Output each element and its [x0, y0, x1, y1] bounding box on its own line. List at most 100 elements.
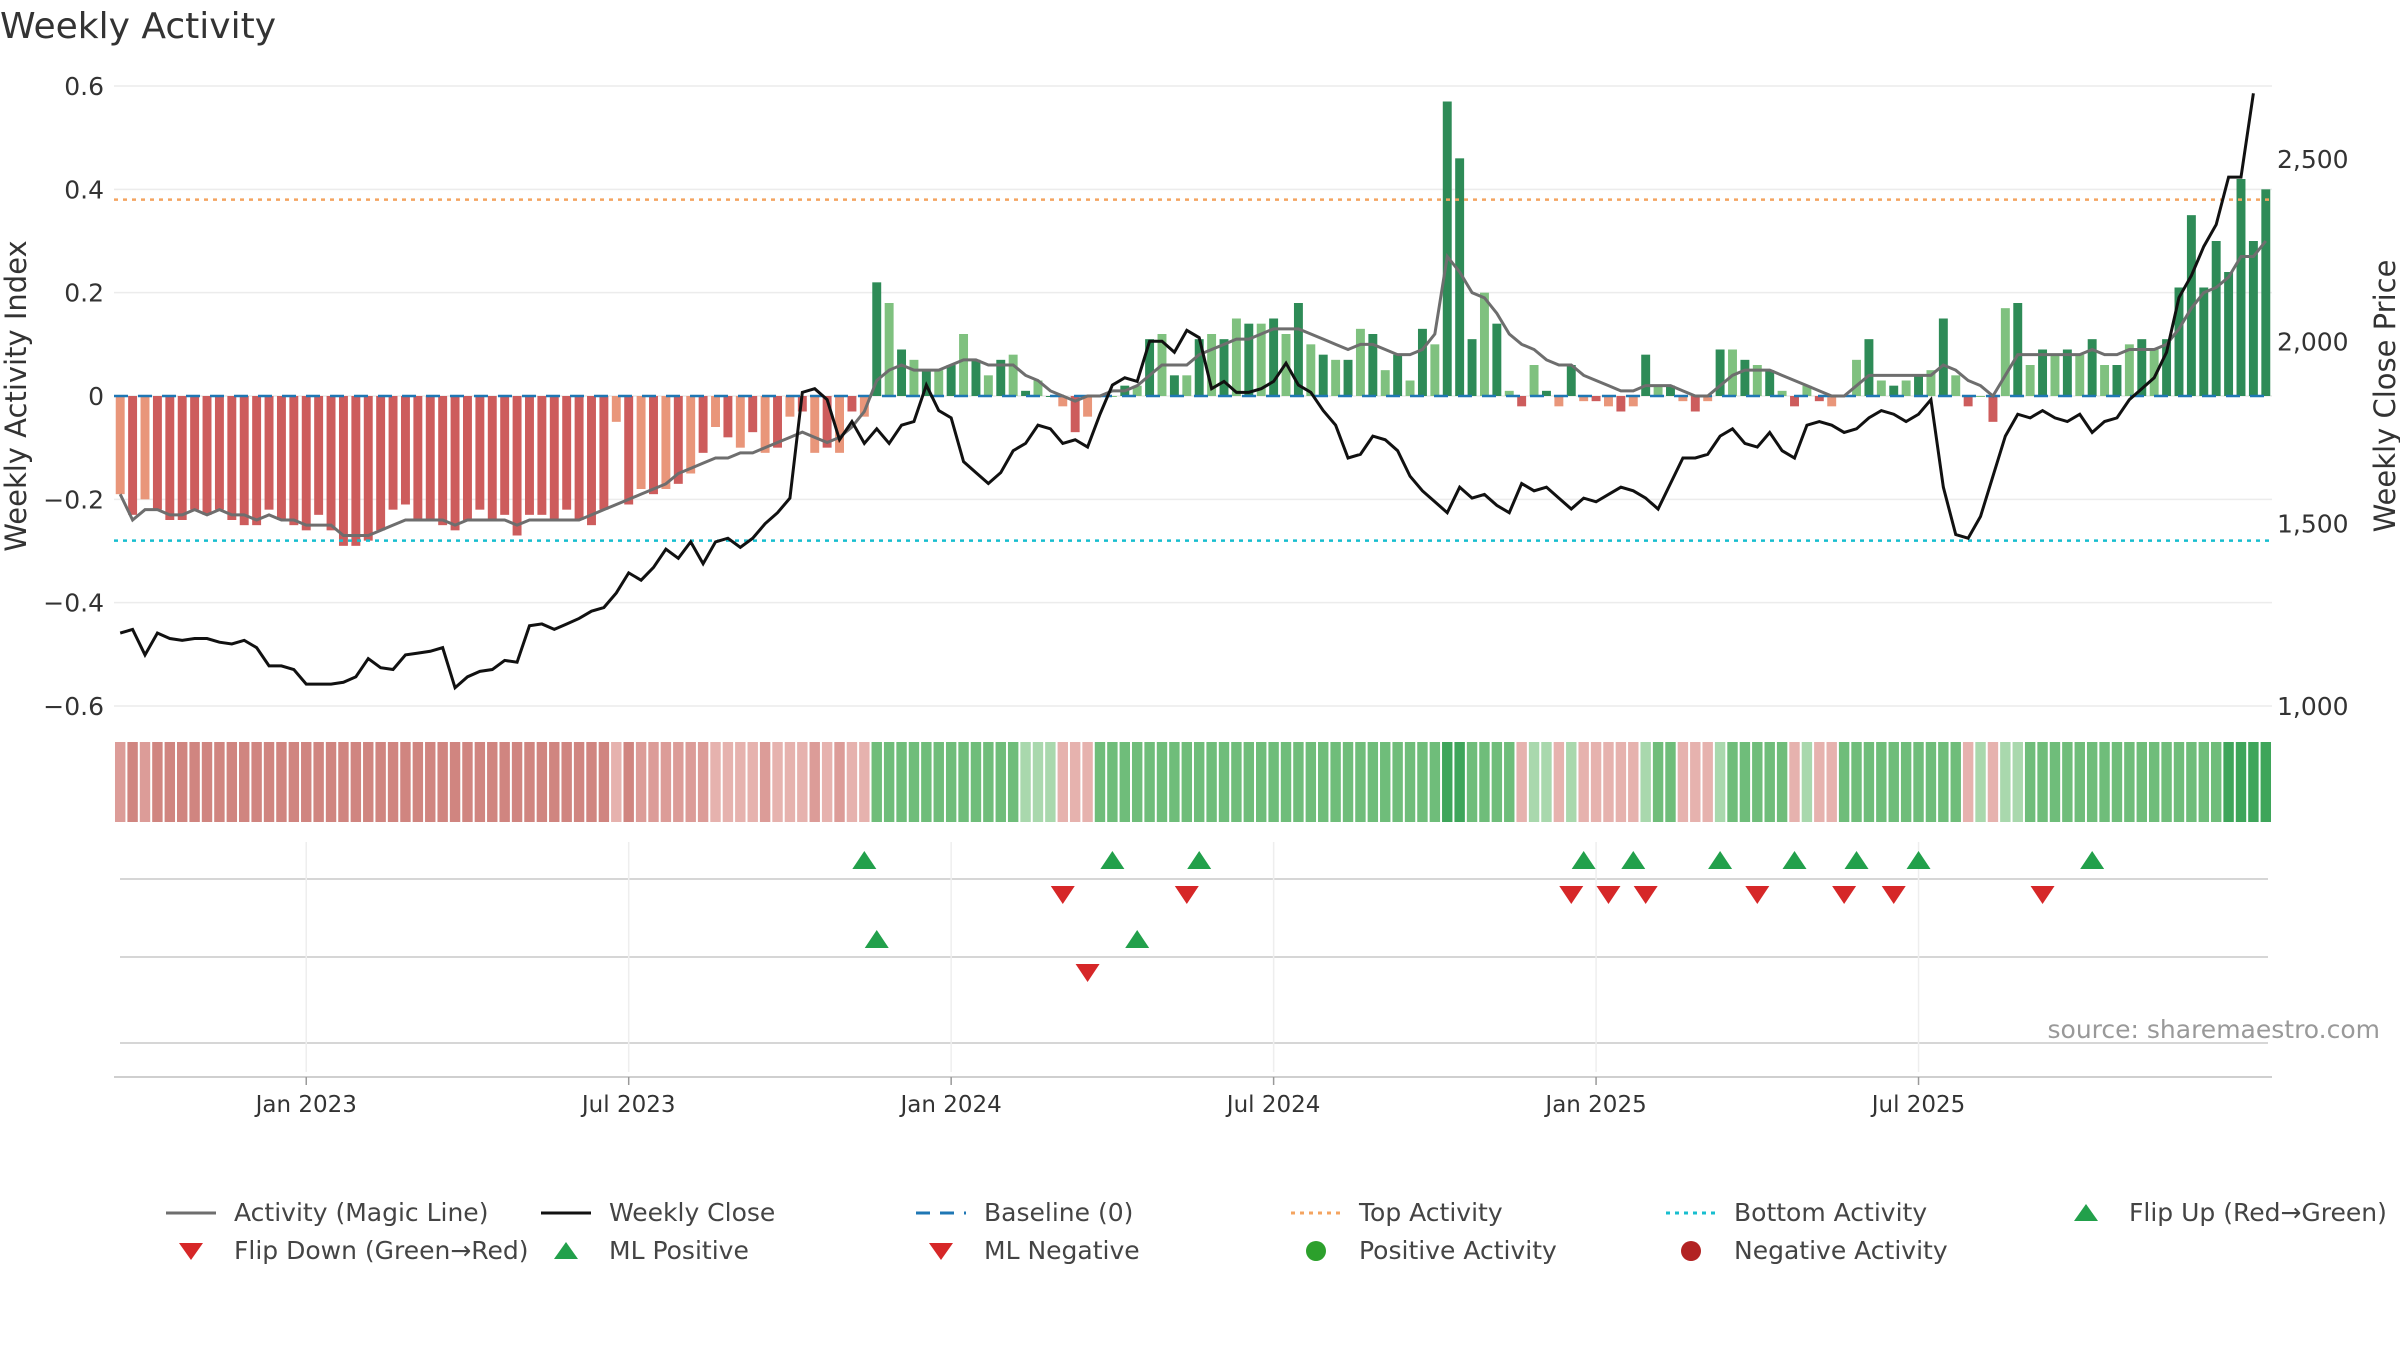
flip-up-marker [2080, 851, 2105, 869]
activity-bar [946, 365, 956, 396]
ribbon-cell [425, 742, 436, 822]
activity-bar [1107, 396, 1117, 397]
activity-bar [128, 396, 138, 515]
activity-bar [2075, 354, 2085, 396]
ribbon-cell [2210, 742, 2222, 822]
legend-symbol-icon [2074, 1203, 2098, 1221]
activity-bar [2211, 241, 2221, 396]
ribbon-cell [1082, 742, 1093, 822]
activity-bar [2199, 287, 2209, 396]
ribbon-cell [598, 742, 610, 822]
activity-bar [363, 396, 373, 541]
activity-bar [1864, 339, 1874, 396]
ml-positive-marker [864, 930, 889, 948]
activity-bar [1492, 323, 1502, 396]
activity-bar [2062, 349, 2072, 396]
ribbon-cell [1987, 742, 1999, 822]
activity-bar [1765, 370, 1775, 396]
activity-bar [289, 396, 299, 526]
ribbon-cell [1045, 742, 1056, 822]
ribbon-cell [1119, 742, 1130, 822]
activity-bar [1740, 359, 1750, 396]
ribbon-cell [1069, 742, 1081, 822]
ribbon-cell [859, 742, 870, 822]
activity-bar [785, 396, 795, 417]
ribbon-cell [784, 742, 796, 822]
activity-bar [822, 396, 832, 448]
activity-bar [835, 396, 844, 453]
legend-label: ML Positive [609, 1236, 749, 1265]
ribbon-cell [1876, 742, 1887, 822]
ribbon-cell [114, 742, 126, 822]
flip-down-marker [1633, 886, 1658, 904]
activity-bar [1678, 396, 1688, 402]
activity-bar [2236, 179, 2246, 396]
activity-bar [1442, 101, 1452, 396]
activity-bar [810, 396, 820, 453]
legend-item: Positive Activity [1285, 1236, 1557, 1265]
ribbon-cell [524, 742, 535, 822]
activity-bar [1355, 328, 1365, 396]
activity-bar [1306, 344, 1316, 396]
activity-bar [1901, 380, 1911, 396]
flip-down-marker [1559, 886, 1584, 904]
activity-bar [326, 396, 336, 531]
ribbon-cell [1838, 742, 1850, 822]
activity-bar [2100, 365, 2110, 396]
ribbon-cell [1169, 742, 1180, 822]
activity-bar [760, 396, 770, 453]
ribbon-cell [710, 742, 721, 822]
activity-bar [1554, 396, 1564, 407]
ribbon-cell [239, 742, 250, 822]
ribbon-cell [623, 742, 634, 822]
ribbon-cell [1218, 742, 1230, 822]
legend-item: Top Activity [1285, 1198, 1503, 1227]
activity-bar [2087, 339, 2097, 396]
ribbon-cell [1144, 742, 1155, 822]
activity-bar [549, 396, 559, 520]
ribbon-cell [2235, 742, 2247, 822]
y2-tick-label: 2,500 [2277, 145, 2349, 174]
ribbon-cell [226, 742, 238, 822]
activity-bar [1715, 349, 1725, 396]
legend-label: Activity (Magic Line) [234, 1198, 489, 1227]
ribbon-cell [1380, 742, 1391, 822]
ribbon-cell [1553, 742, 1565, 822]
activity-bar [1058, 396, 1068, 407]
legend-label: Negative Activity [1734, 1236, 1948, 1265]
activity-bar [1802, 385, 1812, 396]
activity-bar [537, 396, 547, 515]
ribbon-cell [1801, 742, 1813, 822]
activity-bar [450, 396, 460, 531]
ribbon-cell [1628, 742, 1639, 822]
ribbon-cell [1640, 742, 1651, 822]
legend-item: Negative Activity [1660, 1236, 1948, 1265]
legend-symbol-icon [1306, 1240, 1326, 1261]
ribbon-cell [1181, 742, 1193, 822]
activity-bar [1814, 396, 1824, 402]
activity-bar [723, 396, 733, 438]
activity-bar [996, 359, 1006, 396]
y-tick-label: 0.2 [64, 279, 104, 308]
ml-positive-marker [1125, 930, 1150, 948]
activity-bar [264, 396, 274, 510]
activity-bar [872, 282, 882, 396]
ribbon-cell [536, 742, 548, 822]
activity-bar [2248, 241, 2258, 396]
activity-bar [983, 375, 993, 396]
source-label: source: sharemaestro.com [2047, 1015, 2381, 1044]
legend-symbol-icon [929, 1242, 953, 1260]
activity-bar [673, 396, 683, 484]
ribbon-cell [1541, 742, 1552, 822]
activity-bar [1455, 158, 1465, 396]
activity-bar [711, 396, 720, 427]
activity-bar [177, 396, 187, 520]
activity-bar [1604, 396, 1613, 407]
flip-down-marker [1832, 886, 1857, 904]
ribbon-cell [1206, 742, 1217, 822]
legend-symbol-icon [554, 1241, 578, 1259]
ribbon-cell [2198, 742, 2209, 822]
ribbon-cell [1293, 742, 1304, 822]
y-axis-label: Weekly Activity Index [0, 240, 33, 551]
legend-symbol-icon [1666, 1211, 1716, 1214]
